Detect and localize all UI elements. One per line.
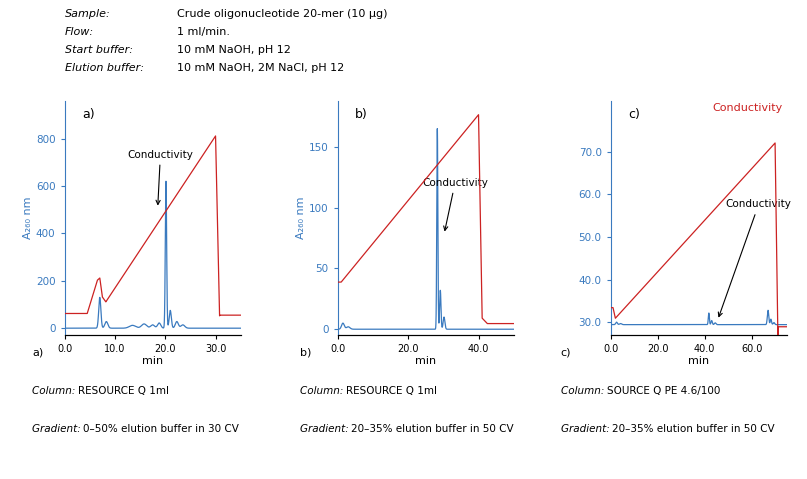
- Text: a): a): [32, 347, 44, 357]
- Text: Gradient:: Gradient:: [32, 424, 84, 434]
- Text: c): c): [561, 347, 571, 357]
- Text: RESOURCE Q 1ml: RESOURCE Q 1ml: [78, 386, 169, 396]
- Text: 0–50% elution buffer in 30 CV: 0–50% elution buffer in 30 CV: [83, 424, 239, 434]
- Text: Elution buffer:: Elution buffer:: [65, 63, 144, 73]
- Text: 10 mM NaOH, 2M NaCl, pH 12: 10 mM NaOH, 2M NaCl, pH 12: [177, 63, 344, 73]
- Text: 20–35% elution buffer in 50 CV: 20–35% elution buffer in 50 CV: [612, 424, 775, 434]
- Text: c): c): [629, 108, 640, 121]
- X-axis label: min: min: [142, 356, 163, 366]
- Text: Gradient:: Gradient:: [561, 424, 613, 434]
- Text: b): b): [300, 347, 312, 357]
- Text: Conductivity: Conductivity: [713, 103, 783, 113]
- Text: Conductivity: Conductivity: [718, 199, 792, 317]
- Text: 10 mM NaOH, pH 12: 10 mM NaOH, pH 12: [177, 45, 291, 55]
- Text: Column:: Column:: [561, 386, 608, 396]
- Text: Crude oligonucleotide 20-mer (10 µg): Crude oligonucleotide 20-mer (10 µg): [177, 9, 387, 19]
- Text: SOURCE Q PE 4.6/100: SOURCE Q PE 4.6/100: [607, 386, 720, 396]
- Text: a): a): [82, 108, 94, 121]
- Text: Sample:: Sample:: [65, 9, 111, 19]
- Text: 20–35% elution buffer in 50 CV: 20–35% elution buffer in 50 CV: [351, 424, 514, 434]
- Text: Conductivity: Conductivity: [128, 149, 194, 205]
- Text: Start buffer:: Start buffer:: [65, 45, 132, 55]
- Text: Column:: Column:: [300, 386, 347, 396]
- Text: 1 ml/min.: 1 ml/min.: [177, 27, 229, 37]
- Text: Column:: Column:: [32, 386, 79, 396]
- X-axis label: min: min: [688, 356, 709, 366]
- Text: Conductivity: Conductivity: [422, 178, 488, 230]
- Y-axis label: A₂₆₀ nm: A₂₆₀ nm: [296, 197, 306, 239]
- Y-axis label: A₂₆₀ nm: A₂₆₀ nm: [23, 197, 33, 239]
- X-axis label: min: min: [415, 356, 437, 366]
- Text: Gradient:: Gradient:: [300, 424, 352, 434]
- Text: b): b): [355, 108, 368, 121]
- Text: RESOURCE Q 1ml: RESOURCE Q 1ml: [346, 386, 437, 396]
- Text: Flow:: Flow:: [65, 27, 94, 37]
